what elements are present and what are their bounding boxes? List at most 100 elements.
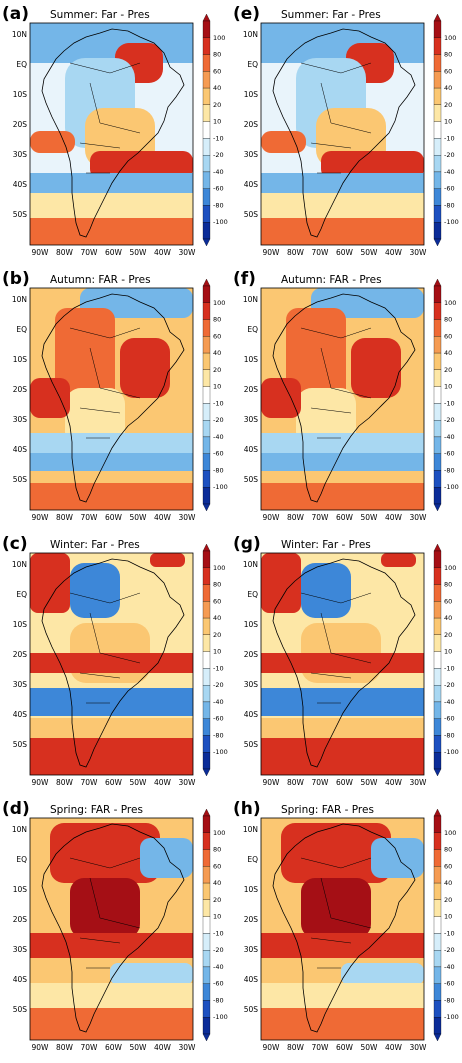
- lon-tick-label: 70W: [312, 778, 330, 787]
- colorbar-label: -20: [444, 151, 455, 159]
- colorbar-label: 10: [444, 383, 452, 391]
- panel-title: Spring: FAR - Pres: [281, 804, 374, 816]
- lat-tick-label: 20S: [244, 650, 259, 659]
- lon-tick-label: 90W: [32, 1043, 50, 1052]
- colorbar-label: -40: [444, 433, 455, 441]
- lon-tick-label: 70W: [81, 513, 99, 522]
- lon-tick-label: 50W: [361, 513, 379, 522]
- lon-tick-label: 40W: [154, 248, 172, 257]
- colorbar-label: 80: [444, 51, 452, 59]
- map-svg: (b) Autumn: FAR - Pres 10N EQ 10S 20S 30S 40S 50…: [2, 269, 228, 522]
- anomaly-field: [260, 22, 425, 246]
- colorbar-label: -60: [444, 715, 455, 723]
- lon-tick-label: 30W: [179, 513, 197, 522]
- lon-tick-label: 30W: [410, 778, 428, 787]
- lat-tick-label: 10S: [244, 355, 259, 364]
- lon-tick-label: 80W: [56, 248, 74, 257]
- lon-tick-label: 40W: [385, 1043, 403, 1052]
- lon-tick-label: 40W: [154, 778, 172, 787]
- lon-tick-label: 60W: [336, 1043, 354, 1052]
- lon-tick-label: 60W: [336, 778, 354, 787]
- colorbar-label: -40: [213, 168, 224, 176]
- colorbar-label: -80: [213, 996, 224, 1004]
- colorbar-label: 10: [213, 913, 221, 921]
- lat-tick-label: 30S: [244, 945, 259, 954]
- colorbar-label: 20: [213, 896, 221, 904]
- colorbar-label: -20: [213, 416, 224, 424]
- lat-tick-label: 30S: [244, 150, 259, 159]
- lat-tick-label: 20S: [13, 120, 28, 129]
- colorbar-label: 60: [444, 597, 452, 605]
- colorbar-label: 100: [213, 564, 225, 572]
- lat-tick-label: 10N: [243, 825, 258, 834]
- lon-tick-label: 60W: [105, 248, 123, 257]
- colorbar-label: 100: [444, 34, 456, 42]
- lon-tick-label: 70W: [312, 513, 330, 522]
- colorbar-label: -100: [444, 1013, 459, 1021]
- colorbar-label: -80: [444, 996, 455, 1004]
- panel-label: (g): [233, 534, 261, 554]
- map-panel: (a) Summer: Far - Pres 10N EQ 10S 20S 30S 40S 50…: [0, 2, 231, 267]
- panel-label: (a): [2, 4, 29, 24]
- colorbar-label: -20: [444, 681, 455, 689]
- colorbar-label: 80: [213, 316, 221, 324]
- lat-tick-label: 30S: [244, 415, 259, 424]
- lon-tick-label: 70W: [312, 248, 330, 257]
- lat-tick-label: 40S: [244, 975, 259, 984]
- south-america-outline: [272, 823, 416, 1033]
- lon-tick-label: 50W: [130, 248, 148, 257]
- lon-tick-label: 80W: [56, 1043, 74, 1052]
- colorbar-label: 60: [213, 597, 221, 605]
- lat-tick-label: 30S: [13, 945, 28, 954]
- colorbar-label: -10: [444, 664, 455, 672]
- lat-tick-label: EQ: [16, 855, 27, 864]
- colorbar-label: 60: [444, 332, 452, 340]
- lon-tick-label: 40W: [385, 513, 403, 522]
- lon-tick-label: 50W: [361, 1043, 379, 1052]
- colorbar-label: 10: [444, 118, 452, 126]
- colorbar-label: 20: [444, 101, 452, 109]
- colorbar-label: 60: [213, 332, 221, 340]
- colorbar-label: -100: [213, 218, 228, 226]
- colorbar-label: 40: [444, 614, 452, 622]
- lat-tick-label: 10N: [12, 825, 27, 834]
- lon-tick-label: 50W: [130, 513, 148, 522]
- colorbar-label: -10: [213, 929, 224, 937]
- lat-tick-label: 40S: [244, 710, 259, 719]
- lon-tick-label: 60W: [105, 778, 123, 787]
- lat-tick-label: EQ: [247, 590, 258, 599]
- colorbar-label: -100: [213, 1013, 228, 1021]
- colorbar-label: -20: [213, 151, 224, 159]
- lat-tick-label: EQ: [16, 60, 27, 69]
- panel-title: Winter: Far - Pres: [50, 539, 140, 551]
- lat-tick-label: 10N: [12, 295, 27, 304]
- panel-label: (d): [2, 799, 30, 819]
- colorbar-label: -80: [213, 731, 224, 739]
- colorbar-label: -40: [444, 168, 455, 176]
- lon-tick-label: 50W: [361, 248, 379, 257]
- anomaly-field: [29, 552, 194, 776]
- colorbar-label: -60: [213, 185, 224, 193]
- lon-tick-label: 50W: [130, 778, 148, 787]
- lat-tick-label: 20S: [244, 385, 259, 394]
- colorbar-label: 20: [213, 366, 221, 374]
- lat-tick-label: 30S: [244, 680, 259, 689]
- lat-tick-label: 40S: [13, 975, 28, 984]
- colorbar-label: 80: [444, 581, 452, 589]
- colorbar: 100 80 60 40 20 10 -10 -20 -40 -60 -80 -100: [433, 543, 459, 777]
- lat-tick-label: 50S: [13, 1005, 28, 1014]
- colorbar-label: -20: [213, 946, 224, 954]
- colorbar-label: 20: [213, 101, 221, 109]
- panel-title: Spring: FAR - Pres: [50, 804, 143, 816]
- colorbar: 100 80 60 40 20 10 -10 -20 -40 -60 -80 -100: [202, 543, 228, 777]
- lat-tick-label: EQ: [247, 855, 258, 864]
- map-panel: (g) Winter: Far - Pres 10N EQ 10S 20S 30S 40S 50…: [231, 532, 462, 797]
- colorbar: 100 80 60 40 20 10 -10 -20 -40 -60 -80 -100: [433, 13, 459, 247]
- colorbar-label: 80: [213, 51, 221, 59]
- lon-tick-label: 90W: [263, 778, 281, 787]
- colorbar-label: -10: [213, 134, 224, 142]
- anomaly-field: [260, 552, 425, 776]
- colorbar-label: 100: [444, 299, 456, 307]
- lon-tick-label: 80W: [287, 778, 305, 787]
- map-panel: (b) Autumn: FAR - Pres 10N EQ 10S 20S 30S 40S 50…: [0, 267, 231, 532]
